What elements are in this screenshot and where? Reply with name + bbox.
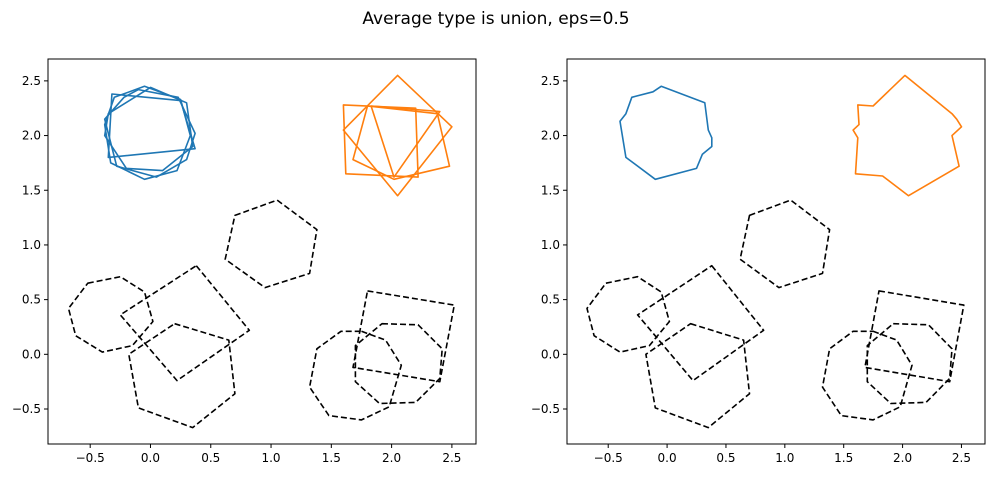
polygon-series-2 [739, 199, 831, 289]
polygon-series-14 [354, 322, 444, 405]
polygon-series-8 [224, 199, 318, 289]
y-tick-label: −0.5 [12, 402, 41, 416]
x-tick-label: −0.5 [594, 451, 623, 465]
polygon-series-5 [342, 74, 453, 197]
axes-frame [566, 58, 986, 445]
figure-title: Average type is union, eps=0.5 [362, 9, 629, 29]
polygon-series-5 [645, 322, 751, 429]
y-tick-label: 0.0 [22, 347, 41, 361]
polygon-series-3 [107, 93, 196, 159]
y-tick-label: 1.0 [541, 238, 560, 252]
polygon-series-7 [821, 330, 913, 421]
x-tick-label: 1.5 [322, 451, 341, 465]
x-tick-label: 0.5 [716, 451, 735, 465]
y-tick-label: 1.5 [22, 183, 41, 197]
polygon-series-4 [636, 264, 765, 382]
y-tick-label: 2.5 [22, 74, 41, 88]
polygon-series-0 [619, 85, 713, 181]
left-subplot: −0.5 0.0 0.5 1.0 1.5 2.0 2.5 −0.5 0.0 0.5 1.0 1.5 2.… [12, 58, 477, 465]
x-tick-label: 2.5 [952, 451, 971, 465]
y-tick-label: 2.5 [541, 74, 560, 88]
x-tick-label: 1.0 [261, 451, 280, 465]
y-tick-label: 0.5 [541, 293, 560, 307]
x-tick-label: 1.5 [834, 451, 853, 465]
x-tick-label: 2.0 [893, 451, 912, 465]
x-tick-label: 2.0 [382, 451, 401, 465]
polygon-series-13 [308, 330, 403, 421]
polygon-series-6 [352, 105, 451, 181]
right-subplot: −0.5 0.0 0.5 1.0 1.5 2.0 2.5 −0.5 0.0 0.5 1.0 1.5 2.… [531, 58, 986, 465]
y-tick-label: 2.0 [541, 129, 560, 143]
polygon-series-6 [864, 290, 965, 383]
y-tick-label: −0.5 [531, 402, 560, 416]
polygon-series-1 [852, 74, 963, 197]
x-tick-label: 0.0 [141, 451, 160, 465]
polygon-series-7 [370, 105, 441, 178]
x-tick-label: 0.0 [658, 451, 677, 465]
y-tick-label: 1.0 [22, 238, 41, 252]
polygon-series-12 [352, 290, 456, 383]
y-tick-label: 0.0 [541, 347, 560, 361]
polygon-series-2 [103, 86, 194, 172]
polygon-series-8 [866, 322, 953, 405]
y-tick-label: 2.0 [22, 129, 41, 143]
polygon-series-3 [586, 275, 671, 353]
y-tick-label: 1.5 [541, 183, 560, 197]
polygon-series-9 [67, 275, 154, 353]
x-tick-label: 1.0 [775, 451, 794, 465]
y-tick-label: 0.5 [22, 293, 41, 307]
axes-frame [47, 58, 477, 445]
x-tick-label: 0.5 [201, 451, 220, 465]
polygon-series-11 [128, 322, 236, 429]
polygon-series-4 [342, 104, 419, 178]
polygon-series-10 [119, 264, 251, 382]
x-tick-label: 2.5 [442, 451, 461, 465]
x-tick-label: −0.5 [76, 451, 105, 465]
